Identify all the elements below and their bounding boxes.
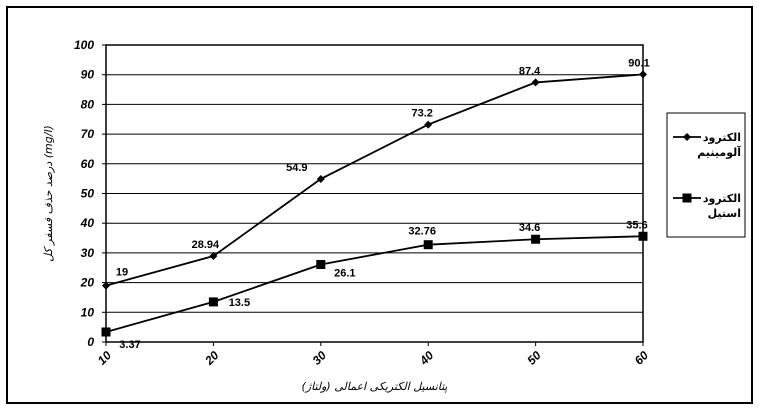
x-axis-title: پتانسیل الکتریکی اعمالی (ولتاژ) — [301, 380, 447, 393]
data-point — [101, 327, 111, 337]
series-group — [101, 70, 648, 337]
data-point — [316, 259, 326, 269]
data-point — [639, 70, 647, 79]
y-tick-label: 80 — [81, 97, 95, 111]
y-tick-label: 90 — [81, 68, 95, 82]
data-label: 32.76 — [408, 226, 436, 238]
y-tick-label: 50 — [81, 187, 95, 201]
data-point — [102, 281, 110, 290]
data-point — [316, 174, 325, 183]
y-tick-label: 70 — [81, 127, 95, 141]
legend-marker — [682, 193, 692, 203]
x-tick-label: 60 — [632, 348, 652, 368]
data-point — [638, 231, 648, 241]
y-axis-title: درصد حذف فسفر کل (mg/l) — [42, 125, 55, 262]
chart-frame — [6, 6, 753, 404]
data-point — [531, 78, 540, 87]
data-point — [424, 120, 433, 129]
data-point — [531, 234, 541, 244]
data-label: 19 — [116, 267, 128, 279]
y-tick-label: 60 — [81, 157, 95, 171]
data-point — [208, 297, 218, 307]
y-tick-label: 20 — [80, 276, 95, 290]
legend-box — [666, 112, 746, 238]
y-axis-ticks: 0 10 20 30 40 50 60 70 80 90 100 — [74, 38, 106, 349]
legend-label: استیل — [708, 207, 741, 220]
data-label: 73.2 — [411, 108, 432, 120]
series-line — [105, 235, 644, 333]
legend-label: آلومینیم — [697, 145, 741, 159]
data-label: 3.37 — [119, 339, 140, 351]
data-label: 87.4 — [519, 65, 541, 77]
x-tick-label: 30 — [310, 348, 330, 368]
data-label: 26.1 — [334, 267, 355, 279]
x-tick-label: 40 — [416, 348, 436, 368]
y-tick-label: 10 — [81, 305, 95, 319]
data-label: 90.1 — [628, 57, 649, 69]
x-tick-label: 20 — [201, 348, 221, 368]
x-tick-label: 10 — [95, 348, 115, 368]
data-label: 34.6 — [519, 222, 540, 234]
legend-label: الکترود — [703, 131, 741, 144]
y-tick-label: 30 — [81, 246, 95, 260]
y-tick-label: 100 — [74, 38, 94, 52]
y-tick-label: 40 — [80, 216, 95, 230]
data-point — [423, 240, 433, 250]
data-point — [209, 252, 218, 261]
data-label: 54.9 — [286, 162, 307, 174]
data-label: 35.6 — [626, 219, 647, 231]
x-tick-label: 50 — [524, 348, 544, 368]
data-label: 13.5 — [229, 297, 250, 309]
x-axis-ticks: 10 20 30 40 50 60 — [95, 342, 652, 368]
legend-marker — [683, 133, 691, 141]
y-tick-label: 0 — [87, 335, 94, 349]
data-labels: 19 28.94 54.9 73.2 87.4 90.1 3.37 13.5 26.1 32.76… — [116, 57, 650, 351]
series-line — [105, 73, 644, 287]
gridlines — [106, 74, 643, 313]
legend-label: الکترود — [703, 192, 741, 205]
data-label: 28.94 — [192, 239, 220, 251]
